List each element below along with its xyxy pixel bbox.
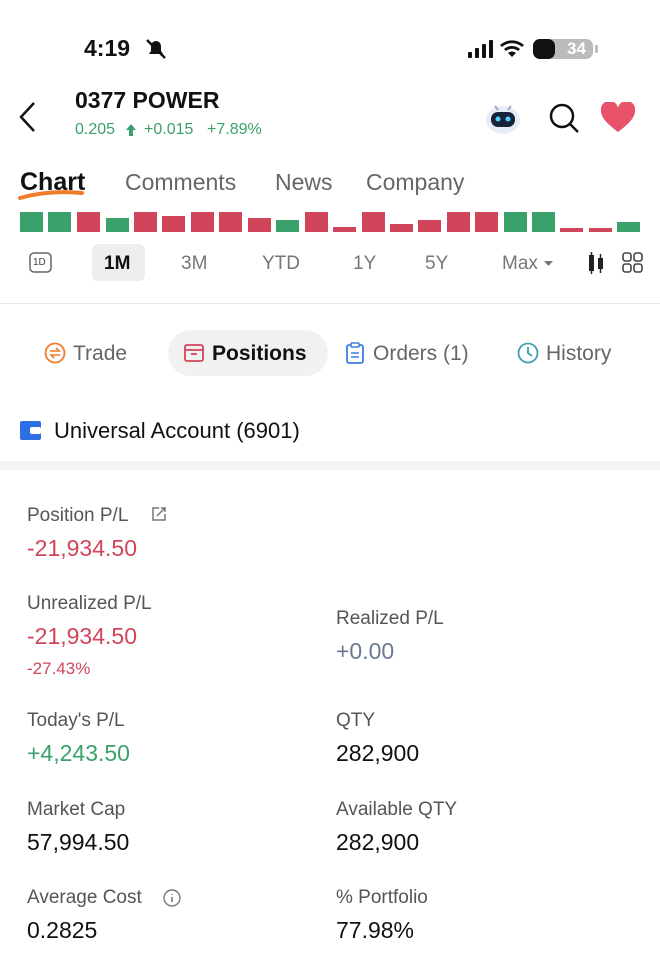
sub-tab[interactable]: Trade <box>73 342 128 365</box>
period-selected-bg <box>92 244 145 281</box>
account-name[interactable]: Universal Account (6901) <box>54 418 300 443</box>
field-label: QTY <box>336 710 376 731</box>
period[interactable]: YTD <box>262 253 300 274</box>
back-button[interactable] <box>16 100 40 134</box>
period[interactable]: 1M <box>104 253 131 274</box>
divider <box>0 303 660 304</box>
status-time: 4:19 <box>84 35 131 61</box>
field-label: Unrealized P/L <box>27 593 152 614</box>
field-label: Realized P/L <box>336 608 444 629</box>
field-value: 57,994.50 <box>27 829 130 855</box>
layout-toggle[interactable] <box>622 252 644 274</box>
silent-icon <box>146 39 166 59</box>
field-label: % Portfolio <box>336 887 428 908</box>
field-value: +4,243.50 <box>27 740 130 766</box>
period[interactable]: Max <box>502 253 538 274</box>
mini-chart-strip <box>20 212 640 232</box>
price-change-pct: +7.89% <box>207 121 262 138</box>
tab[interactable]: Company <box>366 169 465 195</box>
field-value: 77.98% <box>336 917 415 943</box>
favorite-button[interactable] <box>600 102 636 134</box>
field-value: 282,900 <box>336 740 420 766</box>
sub-tab[interactable]: History <box>546 342 612 365</box>
sub-tab[interactable]: Positions <box>212 342 307 365</box>
price: 0.205 <box>75 121 116 138</box>
field-value: -21,934.50 <box>27 623 137 649</box>
stock-symbol: 0377 POWER <box>75 87 220 113</box>
period-icon-frame[interactable] <box>29 252 53 274</box>
field-label: Average Cost <box>27 887 142 908</box>
search-button[interactable] <box>547 101 581 135</box>
field-label: Position P/L <box>27 505 129 526</box>
battery-level: 34 <box>567 39 586 58</box>
tab-indicator <box>18 190 84 200</box>
history-icon <box>517 342 539 364</box>
period[interactable]: 3M <box>181 253 208 274</box>
field-note: -27.43% <box>27 659 91 678</box>
tab[interactable]: Comments <box>125 169 237 195</box>
up-arrow <box>126 124 136 136</box>
field-value: +0.00 <box>336 638 395 664</box>
period-icon: 1D <box>33 257 46 268</box>
positions-icon <box>184 344 204 362</box>
section-divider <box>0 461 660 470</box>
share-icon[interactable] <box>150 505 168 523</box>
field-value: 0.2825 <box>27 917 98 943</box>
field-label: Market Cap <box>27 799 126 820</box>
info-icon[interactable] <box>162 888 182 908</box>
field-label: Today's P/L <box>27 710 125 731</box>
period[interactable]: 1Y <box>353 253 377 274</box>
account-icon <box>20 421 41 440</box>
period[interactable]: 5Y <box>425 253 449 274</box>
field-label: Available QTY <box>336 799 458 820</box>
tab[interactable]: News <box>275 169 333 195</box>
sub-tab-selected-bg <box>168 330 328 376</box>
candle-toggle[interactable] <box>586 251 606 275</box>
assistant-button[interactable] <box>483 98 523 136</box>
dropdown-caret <box>544 261 553 266</box>
sub-tab[interactable]: Orders (1) <box>373 342 469 365</box>
status-icons <box>468 39 598 59</box>
trade-icon <box>44 342 66 364</box>
price-change: +0.015 <box>144 121 194 138</box>
field-value: -21,934.50 <box>27 535 137 561</box>
tab[interactable]: Chart <box>20 168 86 196</box>
field-value: 282,900 <box>336 829 420 855</box>
orders-icon <box>346 342 364 364</box>
